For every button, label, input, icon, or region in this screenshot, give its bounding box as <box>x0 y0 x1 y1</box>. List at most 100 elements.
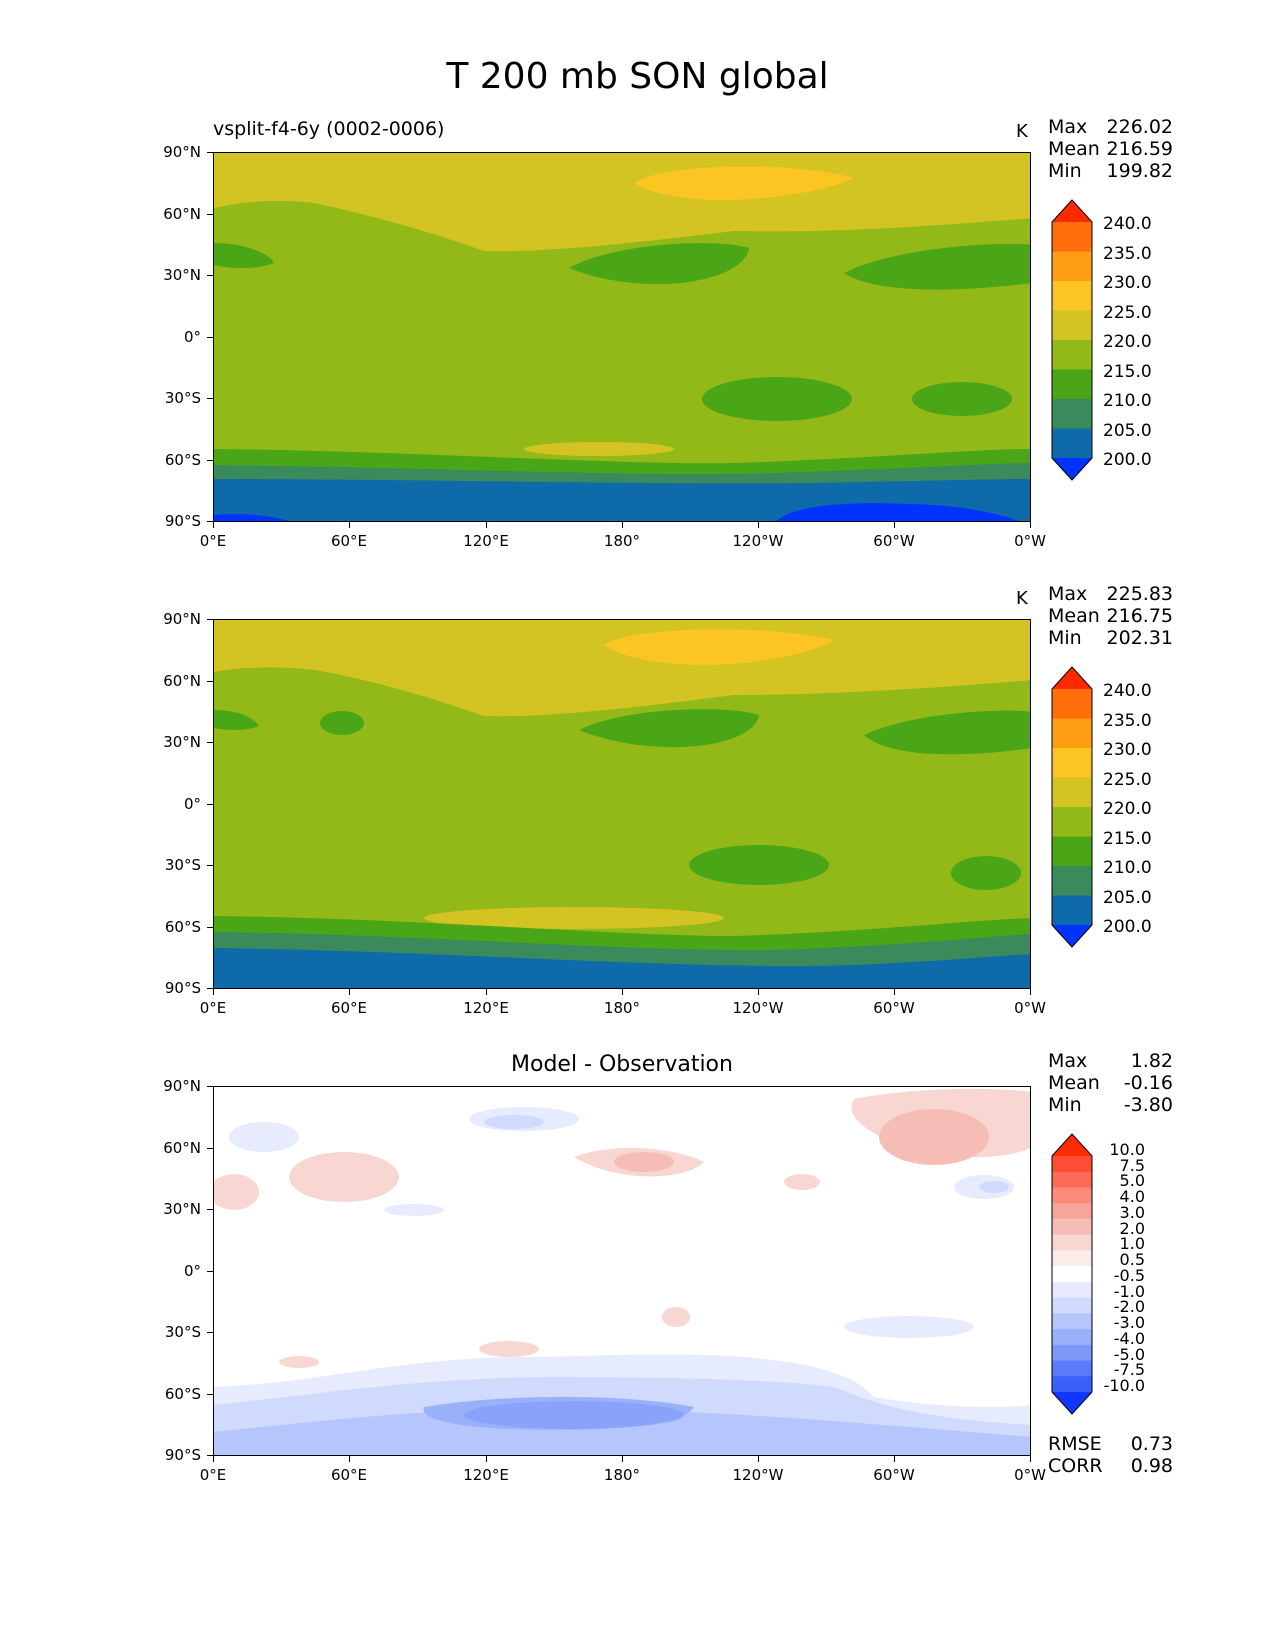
colorbar-tick-label: 3.0 <box>1119 1202 1145 1222</box>
panel3-field <box>214 1087 1030 1455</box>
colorbar-tick-label: -7.5 <box>1113 1360 1145 1380</box>
lon-label: 60°E <box>330 1466 368 1484</box>
colorbar-segment <box>1052 1376 1092 1393</box>
lat-label: 90°N <box>163 610 201 628</box>
lon-tick <box>213 1456 214 1462</box>
colorbar-segment <box>1052 428 1092 459</box>
colorbar-tick-label: 200.0 <box>1103 917 1152 937</box>
colorbar-tick-label: 10.0 <box>1109 1140 1145 1159</box>
panel3-colorbar <box>1051 1133 1093 1415</box>
lat-tick <box>207 1086 213 1087</box>
colorbar-tick-label: 240.0 <box>1103 681 1152 701</box>
colorbar-segment <box>1052 251 1092 282</box>
lat-tick <box>207 1209 213 1210</box>
lat-label: 30°S <box>164 1323 201 1341</box>
colorbar-segment <box>1052 1203 1092 1220</box>
lat-tick <box>207 521 213 522</box>
metric-label: RMSE <box>1048 1433 1102 1455</box>
panel1-stats: Max 226.02 Mean 216.59 Min 199.82 <box>1048 116 1173 182</box>
colorbar-segment <box>1052 1156 1092 1173</box>
panel3-metrics: RMSE 0.73 CORR 0.98 <box>1048 1433 1173 1477</box>
colorbar-tick-label: 220.0 <box>1103 332 1152 352</box>
colorbar-segment <box>1052 1329 1092 1346</box>
colorbar-segment <box>1052 1187 1092 1204</box>
colorbar-segment <box>1052 369 1092 400</box>
colorbar-tick-label: 220.0 <box>1103 799 1152 819</box>
colorbar-segment <box>1052 718 1092 749</box>
panel3-map <box>213 1086 1031 1456</box>
lat-tick <box>207 1394 213 1395</box>
lon-tick <box>213 522 214 528</box>
lon-label: 60°W <box>873 532 915 550</box>
colorbar-segment <box>1052 1392 1092 1414</box>
panel2-field <box>214 620 1030 988</box>
colorbar-segment <box>1052 836 1092 867</box>
colorbar-tick-label: -2.0 <box>1113 1297 1145 1317</box>
stat-label: Min <box>1048 160 1082 182</box>
lat-tick <box>207 742 213 743</box>
stat-label: Mean <box>1048 138 1100 160</box>
colorbar-tick-label: 205.0 <box>1103 887 1152 908</box>
colorbar-segment <box>1052 689 1092 719</box>
lon-label: 60°W <box>873 1466 915 1484</box>
panel3-title: Model - Observation <box>511 1052 733 1077</box>
lon-label: 120°E <box>463 1466 509 1484</box>
panel1-units: K <box>1016 121 1028 142</box>
colorbar-tick-label: 205.0 <box>1103 420 1152 441</box>
lat-label: 30°N <box>163 733 201 751</box>
colorbar-segment <box>1052 1250 1092 1267</box>
panel1-field <box>214 153 1030 521</box>
lat-label: 30°S <box>164 389 201 407</box>
colorbar-tick-label: 210.0 <box>1103 858 1152 878</box>
lon-label: 120°E <box>463 999 509 1017</box>
lon-tick <box>622 1456 623 1462</box>
lat-label: 0° <box>183 1262 201 1280</box>
lat-label: 90°S <box>164 1446 201 1464</box>
colorbar-segment <box>1052 667 1092 689</box>
lon-label: 120°W <box>732 1466 784 1484</box>
lon-tick <box>758 522 759 528</box>
lat-label: 60°S <box>164 451 201 469</box>
lat-tick <box>207 619 213 620</box>
lat-tick <box>207 927 213 928</box>
lon-tick <box>486 1456 487 1462</box>
lon-label: 0°E <box>199 1466 227 1484</box>
colorbar-segment <box>1052 1218 1092 1236</box>
lat-label: 90°N <box>163 143 201 161</box>
colorbar-tick-label: 1.0 <box>1119 1234 1145 1254</box>
colorbar-segment <box>1052 1281 1092 1299</box>
lon-tick <box>486 522 487 528</box>
colorbar-segment <box>1052 1344 1092 1362</box>
colorbar-segment <box>1052 399 1092 429</box>
lat-tick <box>207 865 213 866</box>
stat-label: Min <box>1048 1094 1082 1116</box>
colorbar-tick-label: -4.0 <box>1113 1328 1145 1348</box>
lon-label: 120°W <box>732 999 784 1017</box>
panel2-stats: Max 225.83 Mean 216.75 Min 202.31 <box>1048 583 1173 649</box>
lon-label: 180° <box>603 999 641 1017</box>
lat-label: 30°S <box>164 856 201 874</box>
lat-tick <box>207 337 213 338</box>
colorbar-tick-label: 230.0 <box>1103 740 1152 760</box>
lon-label: 120°W <box>732 532 784 550</box>
colorbar-segment <box>1052 1313 1092 1330</box>
colorbar-segment <box>1052 777 1092 808</box>
stat-value: -3.80 <box>1123 1094 1173 1116</box>
colorbar-tick-label: 235.0 <box>1103 243 1152 264</box>
lat-label: 90°N <box>163 1077 201 1095</box>
lon-label: 0°W <box>1014 532 1046 550</box>
colorbar-tick-label: 225.0 <box>1103 302 1152 323</box>
colorbar-segment <box>1052 866 1092 896</box>
panel1-colorbar <box>1051 199 1093 481</box>
stat-label: Min <box>1048 627 1082 649</box>
colorbar-tick-label: 5.0 <box>1119 1171 1145 1191</box>
lat-tick <box>207 275 213 276</box>
colorbar-segment <box>1052 281 1092 311</box>
lon-tick <box>349 1456 350 1462</box>
stat-label: Mean <box>1048 605 1100 627</box>
colorbar-tick-label: 225.0 <box>1103 769 1152 790</box>
lat-tick <box>207 681 213 682</box>
lon-label: 60°W <box>873 999 915 1017</box>
colorbar-tick-label: 215.0 <box>1103 361 1152 382</box>
colorbar-tick-label: 240.0 <box>1103 214 1152 234</box>
